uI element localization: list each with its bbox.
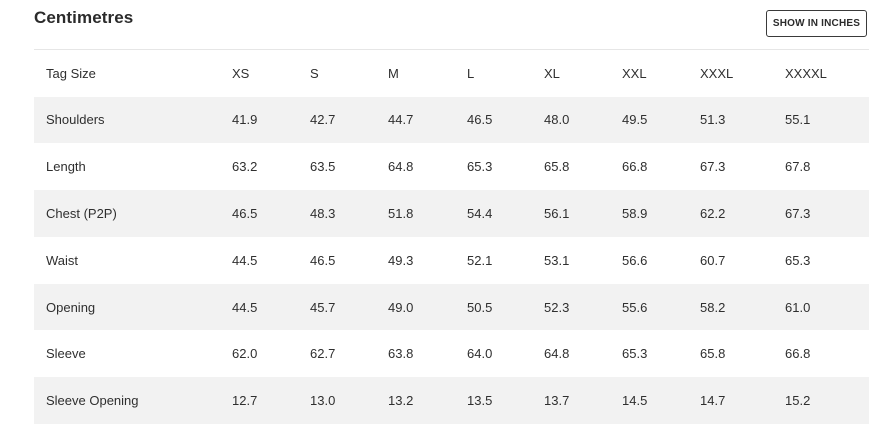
table-cell: 62.7 bbox=[310, 346, 336, 362]
table-cell: 65.3 bbox=[622, 346, 648, 362]
size-chart-table: Tag Size XS S M L XL XXL XXXL XXXXL Shou… bbox=[34, 49, 869, 425]
column-header-l: L bbox=[467, 65, 475, 81]
row-label: Waist bbox=[46, 252, 79, 268]
table-row-length: Length 63.2 63.5 64.8 65.3 65.8 66.8 67.… bbox=[34, 143, 869, 191]
table-header-row: Tag Size XS S M L XL XXL XXXL XXXXL bbox=[34, 50, 869, 97]
table-cell: 58.2 bbox=[700, 299, 726, 315]
column-header-xxxxl: XXXXL bbox=[785, 65, 827, 81]
table-cell: 63.5 bbox=[310, 159, 336, 175]
table-row-waist: Waist 44.5 46.5 49.3 52.1 53.1 56.6 60.7… bbox=[34, 236, 869, 284]
row-label: Sleeve bbox=[46, 346, 86, 362]
table-cell: 13.0 bbox=[310, 393, 336, 409]
table-row-chest: Chest (P2P) 46.5 48.3 51.8 54.4 56.1 58.… bbox=[34, 190, 869, 237]
table-cell: 64.8 bbox=[544, 346, 570, 362]
column-header-tag-size: Tag Size bbox=[46, 65, 96, 81]
table-cell: 13.2 bbox=[388, 393, 414, 409]
table-cell: 41.9 bbox=[232, 112, 258, 128]
table-cell: 67.8 bbox=[785, 159, 811, 175]
table-cell: 46.5 bbox=[310, 252, 336, 268]
table-cell: 13.7 bbox=[544, 393, 570, 409]
column-header-m: M bbox=[388, 65, 399, 81]
table-cell: 49.5 bbox=[622, 112, 648, 128]
table-cell: 64.0 bbox=[467, 346, 493, 362]
table-cell: 14.7 bbox=[700, 393, 726, 409]
table-cell: 46.5 bbox=[467, 112, 493, 128]
table-cell: 52.1 bbox=[467, 252, 493, 268]
table-row-sleeve: Sleeve 62.0 62.7 63.8 64.0 64.8 65.3 65.… bbox=[34, 330, 869, 378]
column-header-xxl: XXL bbox=[622, 65, 647, 81]
table-cell: 66.8 bbox=[785, 346, 811, 362]
row-label: Length bbox=[46, 159, 86, 175]
column-header-s: S bbox=[310, 65, 319, 81]
table-cell: 65.3 bbox=[785, 252, 811, 268]
table-cell: 60.7 bbox=[700, 252, 726, 268]
table-cell: 13.5 bbox=[467, 393, 493, 409]
table-cell: 12.7 bbox=[232, 393, 258, 409]
column-header-xl: XL bbox=[544, 65, 560, 81]
table-cell: 67.3 bbox=[785, 205, 811, 221]
table-cell: 14.5 bbox=[622, 393, 648, 409]
table-cell: 51.8 bbox=[388, 205, 414, 221]
table-row-opening: Opening 44.5 45.7 49.0 50.5 52.3 55.6 58… bbox=[34, 283, 869, 331]
table-cell: 44.5 bbox=[232, 252, 258, 268]
table-cell: 44.7 bbox=[388, 112, 414, 128]
row-label: Shoulders bbox=[46, 112, 105, 128]
table-cell: 62.0 bbox=[232, 346, 258, 362]
table-cell: 55.1 bbox=[785, 112, 811, 128]
table-cell: 46.5 bbox=[232, 205, 258, 221]
page-title: Centimetres bbox=[34, 8, 134, 27]
column-header-xxxl: XXXL bbox=[700, 65, 734, 81]
table-cell: 44.5 bbox=[232, 299, 258, 315]
show-in-inches-button[interactable]: SHOW IN INCHES bbox=[766, 10, 867, 37]
table-cell: 53.1 bbox=[544, 252, 570, 268]
table-cell: 56.6 bbox=[622, 252, 648, 268]
row-label: Opening bbox=[46, 299, 96, 315]
table-cell: 48.3 bbox=[310, 205, 336, 221]
table-cell: 65.8 bbox=[700, 346, 726, 362]
table-cell: 63.2 bbox=[232, 159, 258, 175]
table-cell: 49.3 bbox=[388, 252, 414, 268]
column-header-xs: XS bbox=[232, 65, 250, 81]
table-cell: 66.8 bbox=[622, 159, 648, 175]
table-cell: 55.6 bbox=[622, 299, 648, 315]
table-cell: 62.2 bbox=[700, 205, 726, 221]
table-cell: 65.3 bbox=[467, 159, 493, 175]
table-row-shoulders: Shoulders 41.9 42.7 44.7 46.5 48.0 49.5 … bbox=[34, 96, 869, 144]
table-cell: 54.4 bbox=[467, 205, 493, 221]
table-cell: 51.3 bbox=[700, 112, 726, 128]
table-cell: 52.3 bbox=[544, 299, 570, 315]
table-cell: 67.3 bbox=[700, 159, 726, 175]
table-row-sleeve-opening: Sleeve Opening 12.7 13.0 13.2 13.5 13.7 … bbox=[34, 377, 869, 425]
row-label: Sleeve Opening bbox=[46, 393, 139, 409]
table-cell: 61.0 bbox=[785, 299, 811, 315]
row-label: Chest (P2P) bbox=[46, 205, 117, 221]
table-cell: 42.7 bbox=[310, 112, 336, 128]
table-cell: 49.0 bbox=[388, 299, 414, 315]
table-cell: 56.1 bbox=[544, 205, 570, 221]
table-cell: 64.8 bbox=[388, 159, 414, 175]
table-cell: 15.2 bbox=[785, 393, 811, 409]
table-cell: 63.8 bbox=[388, 346, 414, 362]
table-cell: 45.7 bbox=[310, 299, 336, 315]
table-cell: 48.0 bbox=[544, 112, 570, 128]
table-cell: 58.9 bbox=[622, 205, 648, 221]
table-cell: 65.8 bbox=[544, 159, 570, 175]
table-cell: 50.5 bbox=[467, 299, 493, 315]
